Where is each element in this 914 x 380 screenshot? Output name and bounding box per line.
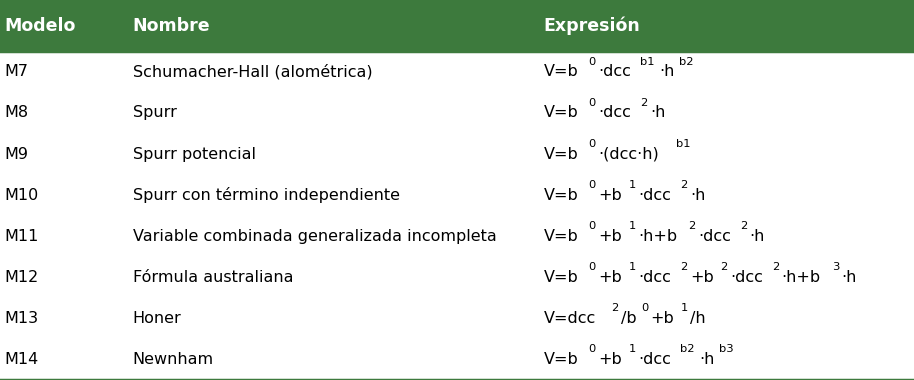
Text: b1: b1 (641, 57, 655, 66)
Text: b2: b2 (680, 344, 695, 354)
Text: ·h: ·h (690, 188, 706, 203)
Text: 2: 2 (680, 180, 687, 190)
Text: ·(dcc·h): ·(dcc·h) (598, 147, 659, 162)
Text: M10: M10 (5, 188, 38, 203)
Text: Variable combinada generalizada incompleta: Variable combinada generalizada incomple… (133, 229, 496, 244)
Text: 1: 1 (629, 221, 636, 231)
Text: ·dcc: ·dcc (638, 188, 671, 203)
Text: 0: 0 (589, 139, 596, 149)
Text: b2: b2 (679, 57, 694, 66)
Text: ·h: ·h (749, 229, 765, 244)
Text: Fórmula australiana: Fórmula australiana (133, 270, 293, 285)
Text: ·dcc: ·dcc (598, 64, 631, 79)
Text: ·dcc: ·dcc (638, 270, 671, 285)
Text: 0: 0 (589, 221, 596, 231)
Text: 0: 0 (589, 180, 596, 190)
Text: M14: M14 (5, 352, 38, 367)
Text: 1: 1 (629, 180, 636, 190)
Text: M11: M11 (5, 229, 39, 244)
Text: ·h: ·h (650, 105, 665, 120)
Text: Newnham: Newnham (133, 352, 214, 367)
Text: V=b: V=b (544, 64, 579, 79)
Text: V=b: V=b (544, 105, 579, 120)
Text: 1: 1 (629, 344, 636, 354)
Text: 2: 2 (720, 262, 728, 272)
Text: ·h: ·h (842, 270, 857, 285)
Text: ·dcc: ·dcc (638, 352, 671, 367)
Text: +b: +b (598, 188, 622, 203)
Text: 0: 0 (589, 57, 596, 66)
Text: V=b: V=b (544, 270, 579, 285)
Text: /h: /h (690, 311, 706, 326)
Text: Spurr con término independiente: Spurr con término independiente (133, 187, 399, 203)
Text: Honer: Honer (133, 311, 181, 326)
Text: 3: 3 (832, 262, 839, 272)
Text: ·dcc: ·dcc (598, 105, 631, 120)
Text: 2: 2 (772, 262, 780, 272)
Text: Expresión: Expresión (544, 16, 641, 35)
Text: ·h: ·h (699, 352, 715, 367)
Text: M9: M9 (5, 147, 28, 162)
Text: M12: M12 (5, 270, 38, 285)
Text: 2: 2 (740, 221, 748, 231)
Text: ·dcc: ·dcc (729, 270, 762, 285)
Text: +b: +b (650, 311, 674, 326)
Text: +b: +b (690, 270, 714, 285)
Text: +b: +b (598, 270, 622, 285)
Text: M13: M13 (5, 311, 38, 326)
Text: 1: 1 (629, 262, 636, 272)
Text: +b: +b (598, 352, 622, 367)
Text: 2: 2 (611, 303, 619, 313)
Text: b3: b3 (719, 344, 734, 354)
Text: ·h+b: ·h+b (638, 229, 677, 244)
Text: Nombre: Nombre (133, 17, 210, 35)
Text: Schumacher-Hall (alométrica): Schumacher-Hall (alométrica) (133, 64, 372, 79)
Bar (0, 0, 914, 51)
Text: V=b: V=b (544, 352, 579, 367)
Text: ·h+b: ·h+b (781, 270, 821, 285)
Text: 2: 2 (680, 262, 687, 272)
Text: V=b: V=b (544, 188, 579, 203)
Text: 0: 0 (641, 303, 648, 313)
Text: ·h: ·h (659, 64, 675, 79)
Text: V=b: V=b (544, 229, 579, 244)
Text: 1: 1 (681, 303, 688, 313)
Text: ·dcc: ·dcc (698, 229, 730, 244)
Text: V=b: V=b (544, 147, 579, 162)
Text: M8: M8 (5, 105, 28, 120)
Text: 2: 2 (688, 221, 696, 231)
Text: b1: b1 (676, 139, 691, 149)
Text: /b: /b (621, 311, 636, 326)
Text: +b: +b (598, 229, 622, 244)
Text: Spurr: Spurr (133, 105, 176, 120)
Text: 0: 0 (589, 344, 596, 354)
Text: M7: M7 (5, 64, 28, 79)
Text: V=dcc: V=dcc (544, 311, 596, 326)
Text: Modelo: Modelo (5, 17, 76, 35)
Text: 0: 0 (589, 98, 596, 108)
Text: 2: 2 (641, 98, 648, 108)
Text: 0: 0 (589, 262, 596, 272)
Text: Spurr potencial: Spurr potencial (133, 147, 256, 162)
